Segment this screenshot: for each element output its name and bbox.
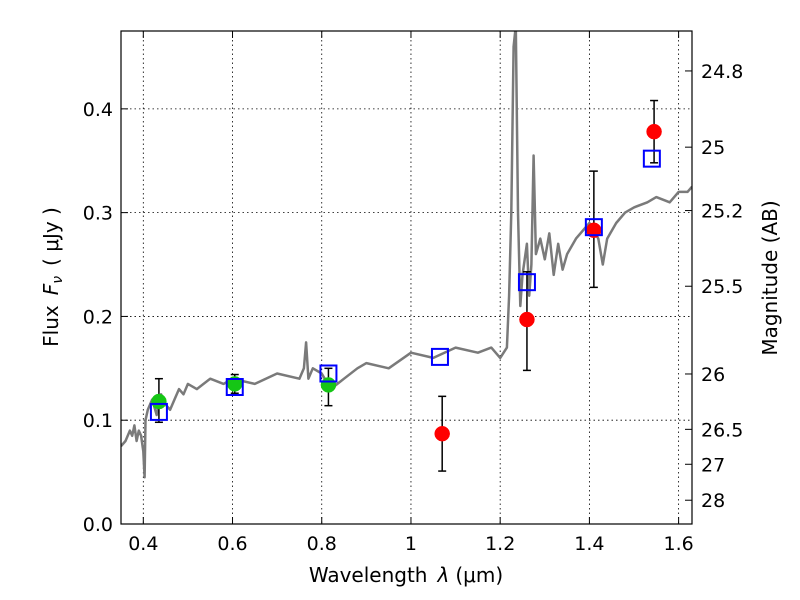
y2-tick-label: 24.8 — [701, 61, 743, 83]
y2-tick-label: 26.5 — [701, 419, 743, 441]
y-tick-label: 0.3 — [83, 203, 113, 225]
y2-tick-label: 27 — [701, 454, 725, 476]
model-point — [584, 218, 603, 237]
model-point — [430, 347, 449, 366]
plot-frame — [120, 30, 693, 525]
data-point — [320, 377, 337, 393]
y-axis-title-subscript: ν — [50, 276, 66, 284]
model-point — [517, 273, 536, 292]
x-tick-label: 1 — [405, 533, 417, 555]
y2-tick-label: 25.2 — [701, 201, 743, 223]
x-axis-title-symbol: λ — [437, 563, 450, 587]
grid-lines — [121, 31, 692, 525]
model-point — [225, 377, 244, 396]
x-axis-title-unit: (μm) — [455, 563, 503, 587]
x-tick-label: 1.6 — [664, 533, 694, 555]
x-tick-label: 1.4 — [574, 533, 604, 555]
data-point — [646, 123, 662, 140]
data-point — [434, 425, 450, 442]
y-tick-label: 0.0 — [83, 514, 113, 536]
spectrum-line — [121, 31, 692, 479]
x-axis-title-text: Wavelength — [309, 563, 428, 587]
y-tick-label: 0.1 — [83, 410, 113, 432]
x-tick-label: 0.4 — [128, 533, 158, 555]
x-tick-label: 1.2 — [485, 533, 515, 555]
y2-axis-title: Magnitude (AB) — [758, 200, 782, 355]
model-point — [319, 364, 338, 383]
x-axis-ticks: 0.4 0.6 0.8 1 1.2 1.4 1.6 — [128, 31, 694, 555]
y-axis-title: Flux Fν ( μJy ) — [39, 207, 66, 347]
y-tick-label: 0.4 — [83, 99, 113, 121]
y2-tick-label: 28 — [701, 490, 725, 512]
y2-tick-label: 25.5 — [701, 276, 743, 298]
model-point — [642, 149, 661, 168]
x-axis-title: Wavelength λ (μm) — [309, 563, 503, 587]
y-axis-title-symbol: F — [39, 283, 63, 295]
y2-tick-label: 26 — [701, 364, 725, 386]
y-axis-ticks: 0.0 0.1 0.2 0.3 0.4 — [83, 99, 128, 536]
x-tick-label: 0.6 — [217, 533, 247, 555]
y-tick-label: 0.2 — [83, 306, 113, 328]
y-axis-title-unit: ( μJy ) — [39, 207, 63, 266]
y2-tick-label: 25 — [701, 137, 725, 159]
plot-series — [121, 31, 692, 479]
x-tick-label: 0.8 — [307, 533, 337, 555]
y2-axis-ticks: 24.8 25 25.2 25.5 26 26.5 27 28 — [685, 61, 743, 512]
model-point — [149, 402, 168, 421]
data-point — [151, 393, 167, 410]
data-point — [519, 311, 535, 328]
y-axis-title-text: Flux — [39, 305, 63, 347]
